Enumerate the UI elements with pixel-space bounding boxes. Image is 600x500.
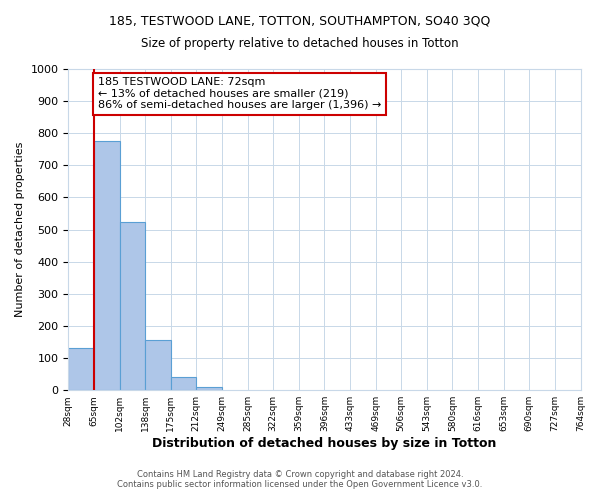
Bar [119, 222, 145, 390]
Text: 185 TESTWOOD LANE: 72sqm
← 13% of detached houses are smaller (219)
86% of semi-: 185 TESTWOOD LANE: 72sqm ← 13% of detach… [98, 77, 381, 110]
Bar [171, 378, 196, 390]
Y-axis label: Number of detached properties: Number of detached properties [15, 142, 25, 318]
Text: Contains HM Land Registry data © Crown copyright and database right 2024.
Contai: Contains HM Land Registry data © Crown c… [118, 470, 482, 489]
Text: Size of property relative to detached houses in Totton: Size of property relative to detached ho… [141, 38, 459, 51]
X-axis label: Distribution of detached houses by size in Totton: Distribution of detached houses by size … [152, 437, 497, 450]
Bar [196, 387, 222, 390]
Text: 185, TESTWOOD LANE, TOTTON, SOUTHAMPTON, SO40 3QQ: 185, TESTWOOD LANE, TOTTON, SOUTHAMPTON,… [109, 15, 491, 28]
Bar [145, 340, 171, 390]
Bar [68, 348, 94, 390]
Bar [94, 142, 119, 390]
